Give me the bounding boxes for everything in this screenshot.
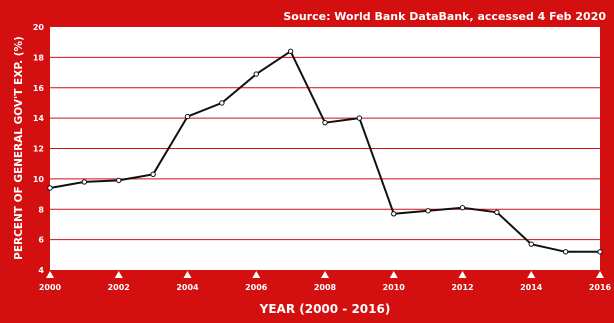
y-tick-label: 12 [33, 145, 44, 154]
x-tick-label: 2008 [314, 283, 337, 292]
x-tick-label: 2014 [520, 283, 543, 292]
data-point [322, 119, 328, 126]
data-point [425, 208, 431, 214]
y-tick-label: 6 [38, 236, 44, 245]
data-point [528, 241, 534, 247]
x-tick-marker [389, 271, 398, 278]
x-tick-marker [183, 271, 192, 278]
data-point [287, 48, 294, 54]
source-note: Source: World Bank DataBank, accessed 4 … [283, 10, 606, 23]
data-point [184, 113, 191, 120]
y-axis-label: PERCENT OF GENERAL GOV'T EXP. (%) [13, 36, 25, 260]
x-tick-marker [527, 271, 536, 278]
x-tick-marker [321, 271, 329, 278]
y-tick-label: 20 [33, 23, 45, 32]
x-axis-label: YEAR (2000 - 2016) [259, 302, 391, 316]
y-tick-label: 16 [33, 84, 45, 93]
x-tick-label: 2016 [589, 283, 612, 292]
x-tick-label: 2006 [245, 283, 268, 292]
y-axis-ticks: 4 6 8 10 12 14 16 18 20 [33, 23, 45, 275]
x-tick-marker [252, 271, 261, 278]
x-tick-marker [46, 271, 54, 278]
x-tick-label: 2010 [383, 283, 406, 292]
y-tick-label: 8 [38, 205, 44, 214]
data-point [116, 177, 122, 184]
x-tick-marker [596, 271, 604, 278]
x-tick-marker [114, 271, 123, 278]
x-tick-label: 2000 [39, 283, 62, 292]
data-point [459, 205, 466, 211]
x-tick-marker [458, 271, 467, 278]
x-tick-label: 2012 [451, 283, 473, 292]
data-point [562, 249, 569, 255]
gridlines [50, 56, 600, 241]
y-tick-label: 14 [33, 114, 45, 123]
x-axis-ticks: 2000 2002 2004 2006 2008 2010 2012 2014 2016 [39, 271, 612, 292]
data-point [47, 185, 53, 191]
data-point [150, 171, 156, 178]
y-tick-label: 18 [33, 53, 45, 62]
y-tick-label: 4 [38, 266, 44, 275]
data-point [356, 115, 363, 121]
data-point [253, 71, 259, 77]
x-tick-label: 2004 [176, 283, 199, 292]
x-tick-label: 2002 [108, 283, 130, 292]
data-points [47, 48, 603, 255]
y-tick-label: 10 [33, 175, 45, 184]
data-point [494, 209, 500, 215]
data-point [219, 100, 225, 106]
data-point [81, 179, 88, 185]
data-point [391, 211, 397, 217]
data-point [597, 249, 603, 255]
